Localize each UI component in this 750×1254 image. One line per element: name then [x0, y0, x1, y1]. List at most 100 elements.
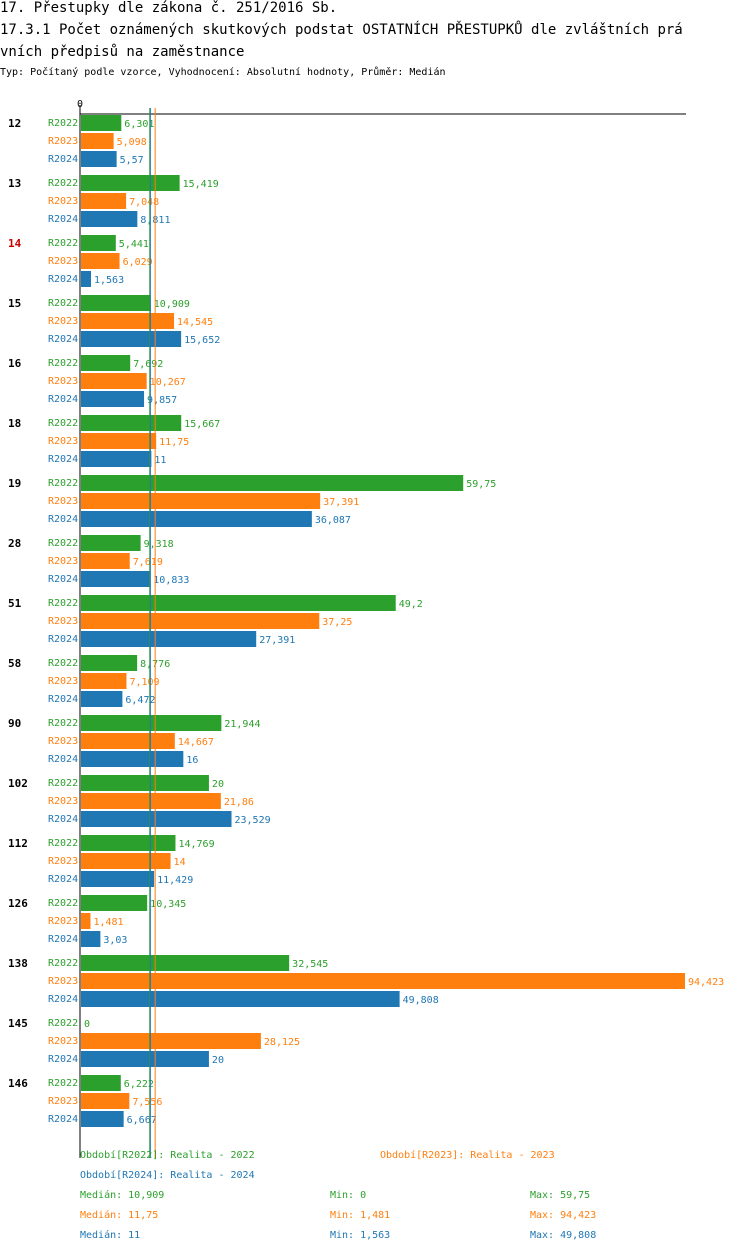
category-label-15: 15	[8, 297, 21, 310]
value-label-R2024-16: 9,857	[147, 395, 177, 406]
series-label-R2024-19: R2024	[48, 514, 78, 525]
value-label-R2023-138: 94,423	[688, 977, 724, 988]
series-label-R2022-112: R2022	[48, 838, 78, 849]
bar-R2024-13	[81, 211, 138, 227]
value-label-R2022-14: 5,441	[119, 239, 149, 250]
series-label-R2024-145: R2024	[48, 1054, 78, 1065]
value-label-R2024-126: 3,03	[103, 935, 127, 946]
category-label-14: 14	[8, 237, 22, 250]
value-label-R2023-16: 10,267	[150, 377, 186, 388]
bar-R2024-28	[81, 571, 151, 587]
category-label-126: 126	[8, 897, 28, 910]
value-label-R2023-112: 14	[174, 857, 186, 868]
value-label-R2024-12: 5,57	[120, 155, 144, 166]
chart-subtitle: Typ: Počítaný podle vzorce, Vyhodnocení:…	[0, 67, 446, 78]
series-label-R2022-19: R2022	[48, 478, 78, 489]
series-label-R2023-16: R2023	[48, 376, 78, 387]
series-label-R2022-102: R2022	[48, 778, 78, 789]
value-label-R2022-145: 0	[84, 1019, 90, 1030]
x-axis-zero-label: 0	[77, 99, 83, 110]
bar-R2024-138	[81, 991, 400, 1007]
series-label-R2024-138: R2024	[48, 994, 78, 1005]
bar-R2022-58	[81, 655, 138, 671]
value-label-R2023-13: 7,048	[129, 197, 159, 208]
series-label-R2024-13: R2024	[48, 214, 78, 225]
bar-R2024-51	[81, 631, 257, 647]
bar-R2023-102	[81, 793, 221, 809]
value-label-R2024-138: 49,808	[403, 995, 439, 1006]
series-label-R2024-15: R2024	[48, 334, 78, 345]
series-label-R2023-51: R2023	[48, 616, 78, 627]
bar-R2022-138	[81, 955, 290, 971]
series-label-R2022-145: R2022	[48, 1018, 78, 1029]
value-label-R2023-145: 28,125	[264, 1037, 300, 1048]
series-label-R2024-112: R2024	[48, 874, 78, 885]
value-label-R2022-12: 6,301	[124, 119, 154, 130]
series-label-R2023-13: R2023	[48, 196, 78, 207]
category-label-12: 12	[8, 117, 21, 130]
bar-R2023-28	[81, 553, 130, 569]
bar-R2024-146	[81, 1111, 124, 1127]
bar-R2022-12	[81, 115, 122, 131]
bar-R2022-112	[81, 835, 176, 851]
value-label-R2022-15: 10,909	[154, 299, 190, 310]
bar-R2024-19	[81, 511, 312, 527]
value-label-R2022-18: 15,667	[184, 419, 220, 430]
series-label-R2022-90: R2022	[48, 718, 78, 729]
bar-R2022-126	[81, 895, 148, 911]
value-label-R2022-90: 21,944	[224, 719, 260, 730]
value-label-R2022-51: 49,2	[399, 599, 423, 610]
value-label-R2023-51: 37,25	[322, 617, 352, 628]
category-label-90: 90	[8, 717, 21, 730]
chart-title-line1: 17. Přestupky dle zákona č. 251/2016 Sb.	[0, 0, 338, 16]
bar-R2022-146	[81, 1075, 121, 1091]
bar-R2024-15	[81, 331, 182, 347]
series-label-R2024-51: R2024	[48, 634, 78, 645]
bar-R2023-51	[81, 613, 320, 629]
bar-R2022-13	[81, 175, 180, 191]
value-label-R2024-14: 1,563	[94, 275, 124, 286]
series-label-R2023-138: R2023	[48, 976, 78, 987]
category-label-19: 19	[8, 477, 21, 490]
series-label-R2022-14: R2022	[48, 238, 78, 249]
category-label-16: 16	[8, 357, 22, 370]
bar-R2022-102	[81, 775, 209, 791]
series-label-R2023-112: R2023	[48, 856, 78, 867]
value-label-R2022-146: 6,222	[124, 1079, 154, 1090]
series-label-R2024-12: R2024	[48, 154, 78, 165]
series-label-R2024-58: R2024	[48, 694, 78, 705]
series-label-R2023-18: R2023	[48, 436, 78, 447]
category-label-138: 138	[8, 957, 28, 970]
series-label-R2023-90: R2023	[48, 736, 78, 747]
bar-R2023-14	[81, 253, 120, 269]
value-label-R2024-15: 15,652	[184, 335, 220, 346]
bar-R2023-18	[81, 433, 157, 449]
series-label-R2023-19: R2023	[48, 496, 78, 507]
category-label-58: 58	[8, 657, 21, 670]
chart-title-line3: vních předpisů na zaměstnance	[0, 44, 245, 60]
bar-R2022-14	[81, 235, 116, 251]
value-label-R2022-102: 20	[212, 779, 224, 790]
series-label-R2023-28: R2023	[48, 556, 78, 567]
value-label-R2023-126: 1,481	[93, 917, 123, 928]
value-label-R2022-112: 14,769	[178, 839, 214, 850]
value-label-R2022-13: 15,419	[183, 179, 219, 190]
bar-R2023-15	[81, 313, 175, 329]
series-label-R2024-18: R2024	[48, 454, 78, 465]
series-label-R2022-146: R2022	[48, 1078, 78, 1089]
bar-R2023-90	[81, 733, 175, 749]
bar-R2023-16	[81, 373, 147, 389]
value-label-R2024-145: 20	[212, 1055, 224, 1066]
series-label-R2024-14: R2024	[48, 274, 78, 285]
value-label-R2024-58: 6,472	[125, 695, 155, 706]
series-label-R2022-16: R2022	[48, 358, 78, 369]
value-label-R2023-14: 6,029	[123, 257, 153, 268]
series-label-R2024-28: R2024	[48, 574, 78, 585]
value-label-R2023-102: 21,86	[224, 797, 254, 808]
value-label-R2023-58: 7,109	[129, 677, 159, 688]
bar-R2022-28	[81, 535, 141, 551]
bar-R2023-58	[81, 673, 127, 689]
value-label-R2023-146: 7,556	[132, 1097, 162, 1108]
value-label-R2023-18: 11,75	[159, 437, 189, 448]
